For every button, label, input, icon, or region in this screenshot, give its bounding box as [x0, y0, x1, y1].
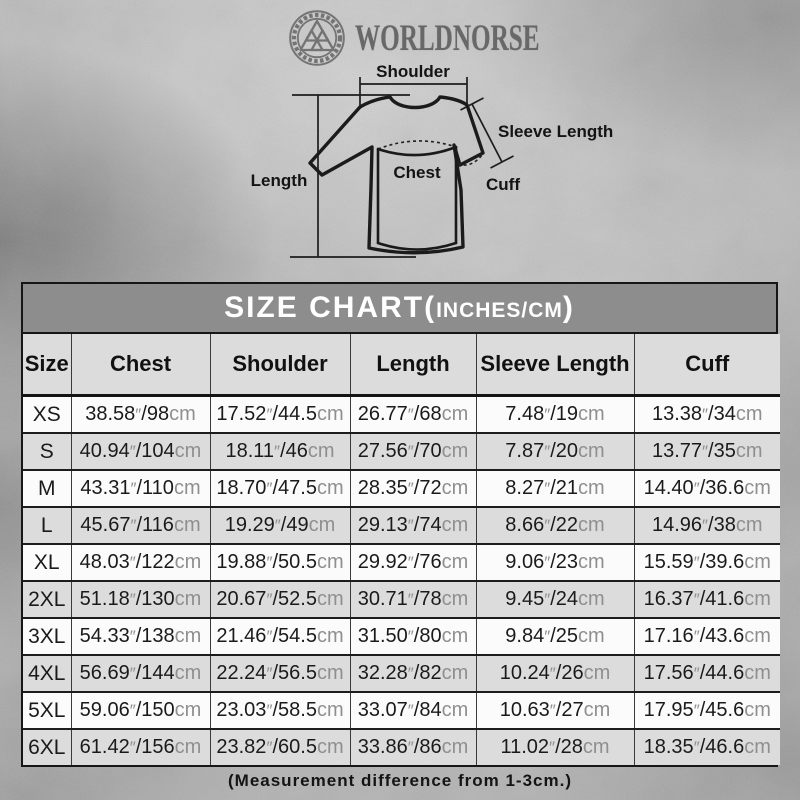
chest-cylinder [376, 140, 485, 251]
size-label-cell: 4XL [23, 654, 71, 692]
col-header-chest: Chest [70, 334, 210, 397]
size-label-cell: 5XL [23, 691, 71, 729]
table-header-row: Size Chest Shoulder Length Sleeve Length… [23, 334, 780, 397]
measurement-cell: 18.35″/46.6cm [633, 728, 780, 765]
measurement-cell: 59.06″/150cm [70, 691, 210, 729]
measurement-cell: 10.24″/26cm [475, 654, 634, 692]
measurement-cell: 18.11″/46cm [209, 432, 350, 470]
size-chart-table: Size Chest Shoulder Length Sleeve Length… [23, 334, 780, 765]
measurement-cell: 13.77″/35cm [633, 432, 780, 470]
measurement-cell: 13.38″/34cm [633, 394, 780, 433]
size-label-cell: M [23, 469, 71, 507]
measurement-cell: 10.63″/27cm [475, 691, 634, 729]
col-header-shoulder: Shoulder [209, 334, 350, 397]
measurement-cell: 17.52″/44.5cm [209, 394, 350, 433]
measurement-cell: 33.07″/84cm [349, 691, 476, 729]
col-header-size: Size [23, 334, 71, 397]
measurement-cell: 8.27″/21cm [475, 469, 634, 507]
measurement-cell: 45.67″/116cm [70, 506, 210, 544]
measurement-cell: 18.70″/47.5cm [209, 469, 350, 507]
measurement-cell: 38.58″/98cm [70, 394, 210, 433]
measurement-cell: 29.92″/76cm [349, 543, 476, 581]
size-row: 4XL 56.69″/144cm 22.24″/56.5cm 32.28″/82cm 1… [23, 654, 780, 692]
size-chart-title-unit: INCHES/CM [436, 298, 563, 322]
size-chart-title: SIZE CHART( [224, 291, 437, 324]
size-row: 3XL 54.33″/138cm 21.46″/54.5cm 31.50″/80cm 9… [23, 617, 780, 655]
measurement-cell: 54.33″/138cm [70, 617, 210, 655]
measurement-note: (Measurement difference from 1-3cm.) [228, 771, 572, 790]
size-row: XL 48.03″/122cm 19.88″/50.5cm 29.92″/76cm 9.… [23, 543, 780, 581]
diagram-label-length: Length [251, 171, 308, 190]
measurement-cell: 11.02″/28cm [475, 728, 634, 765]
measurement-cell: 21.46″/54.5cm [209, 617, 350, 655]
measurement-cell: 17.95″/45.6cm [633, 691, 780, 729]
measurement-cell: 16.37″/41.6cm [633, 580, 780, 618]
measurement-cell: 61.42″/156cm [70, 728, 210, 765]
measurement-cell: 14.40″/36.6cm [633, 469, 780, 507]
size-row: S 40.94″/104cm 18.11″/46cm 27.56″/70cm 7.87″… [23, 432, 780, 470]
measurement-cell: 8.66″/22cm [475, 506, 634, 544]
measurement-cell: 9.06″/23cm [475, 543, 634, 581]
brand-name: WORLDNORSE [354, 17, 540, 59]
tshirt-measurement-diagram: Shoulder Sleeve Length Length Chest Cuff [251, 62, 613, 258]
size-row: 5XL 59.06″/150cm 23.03″/58.5cm 33.07″/84cm 1… [23, 691, 780, 729]
size-label-cell: XS [23, 394, 71, 433]
col-header-cuff: Cuff [633, 334, 780, 397]
measurement-cell: 20.67″/52.5cm [209, 580, 350, 618]
size-chart-title-close: ) [562, 291, 575, 324]
measurement-cell: 48.03″/122cm [70, 543, 210, 581]
size-label-cell: 3XL [23, 617, 71, 655]
size-row: 6XL 61.42″/156cm 23.82″/60.5cm 33.86″/86cm 1… [23, 728, 780, 765]
measurement-cell: 15.59″/39.6cm [633, 543, 780, 581]
measurement-cell: 17.56″/44.6cm [633, 654, 780, 692]
measurement-cell: 43.31″/110cm [70, 469, 210, 507]
size-chart: SIZE CHART(INCHES/CM) Size Chest Shoulde… [21, 282, 780, 767]
size-label-cell: L [23, 506, 71, 544]
brand-name-wrap: WORLDNORSE [355, 17, 540, 59]
measurement-cell: 40.94″/104cm [70, 432, 210, 470]
size-label-cell: S [23, 432, 71, 470]
measurement-cell: 19.29″/49cm [209, 506, 350, 544]
measurement-cell: 23.82″/60.5cm [209, 728, 350, 765]
size-row: 2XL 51.18″/130cm 20.67″/52.5cm 30.71″/78cm 9… [23, 580, 780, 618]
measurement-cell: 19.88″/50.5cm [209, 543, 350, 581]
measurement-cell: 31.50″/80cm [349, 617, 476, 655]
measurement-cell: 56.69″/144cm [70, 654, 210, 692]
measurement-cell: 17.16″/43.6cm [633, 617, 780, 655]
measurement-cell: 30.71″/78cm [349, 580, 476, 618]
diagram-label-chest: Chest [393, 163, 441, 182]
size-row: L 45.67″/116cm 19.29″/49cm 29.13″/74cm 8.66″… [23, 506, 780, 544]
measurement-cell: 7.87″/20cm [475, 432, 634, 470]
size-row: XS 38.58″/98cm 17.52″/44.5cm 26.77″/68cm 7.4… [23, 394, 780, 433]
col-header-sleeve-length: Sleeve Length [475, 334, 634, 397]
measurement-cell: 23.03″/58.5cm [209, 691, 350, 729]
measurement-cell: 26.77″/68cm [349, 394, 476, 433]
measurement-cell: 33.86″/86cm [349, 728, 476, 765]
size-label-cell: 6XL [23, 728, 71, 765]
size-label-cell: XL [23, 543, 71, 581]
measurement-cell: 14.96″/38cm [633, 506, 780, 544]
measurement-cell: 51.18″/130cm [70, 580, 210, 618]
measurement-cell: 9.45″/24cm [475, 580, 634, 618]
size-chart-title-bar: SIZE CHART(INCHES/CM) [23, 284, 776, 334]
measurement-cell: 29.13″/74cm [349, 506, 476, 544]
diagram-label-sleeve-length: Sleeve Length [498, 122, 613, 141]
measurement-cell: 9.84″/25cm [475, 617, 634, 655]
diagram-label-shoulder: Shoulder [376, 62, 450, 81]
size-rows: XS 38.58″/98cm 17.52″/44.5cm 26.77″/68cm 7.4… [23, 394, 780, 765]
size-label-cell: 2XL [23, 580, 71, 618]
measurement-cell: 32.28″/82cm [349, 654, 476, 692]
size-row: M 43.31″/110cm 18.70″/47.5cm 28.35″/72cm 8.2… [23, 469, 780, 507]
measurement-cell: 28.35″/72cm [349, 469, 476, 507]
measurement-cell: 22.24″/56.5cm [209, 654, 350, 692]
col-header-length: Length [349, 334, 476, 397]
measurement-cell: 27.56″/70cm [349, 432, 476, 470]
measurement-cell: 7.48″/19cm [475, 394, 634, 433]
diagram-label-cuff: Cuff [486, 175, 520, 194]
